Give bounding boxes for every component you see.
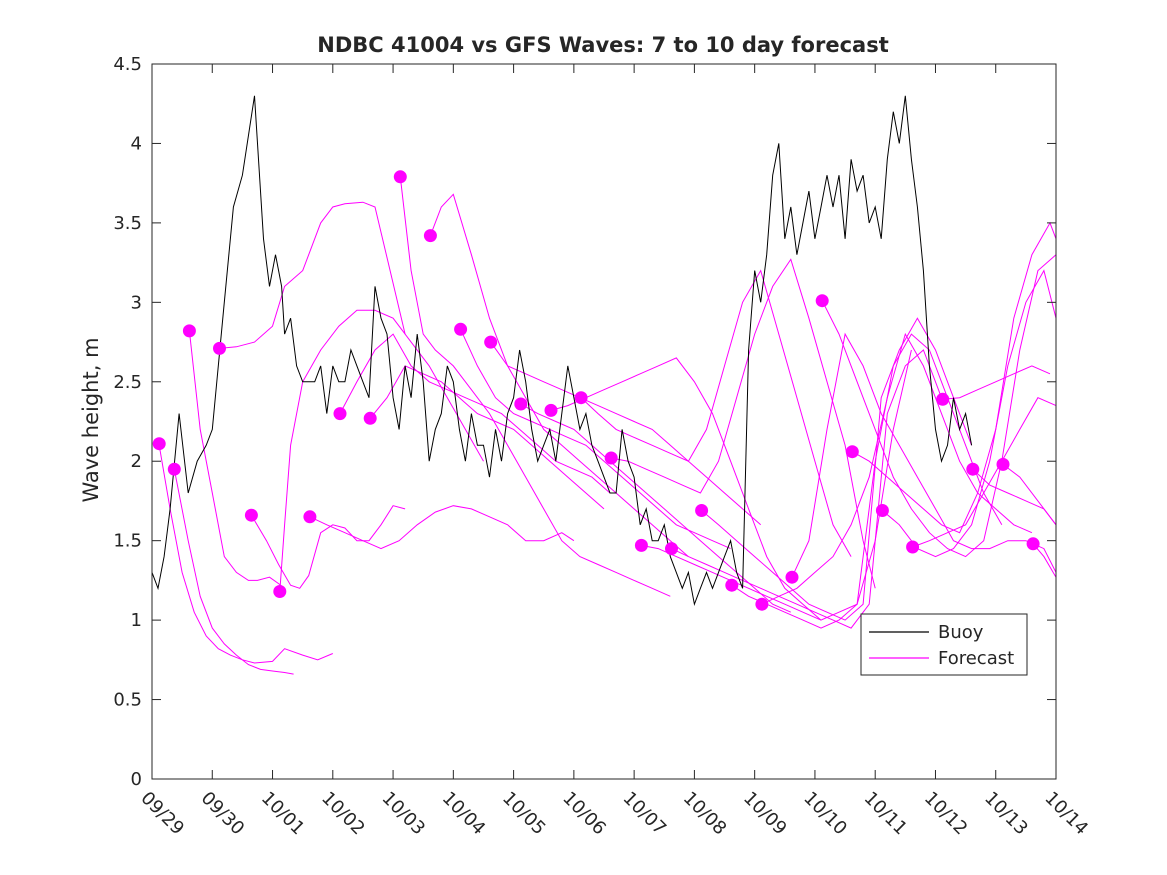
x-tick-label: 10/05 <box>498 788 550 840</box>
forecast-line-2 <box>188 330 285 589</box>
forecast-line-18 <box>671 349 942 629</box>
x-tick-label: 10/12 <box>920 788 972 840</box>
forecast-line-19 <box>701 317 973 621</box>
forecast-line-16 <box>611 258 876 589</box>
forecast-start-marker <box>213 341 226 355</box>
forecast-start-marker <box>393 170 407 184</box>
legend-buoy-label: Buoy <box>938 622 984 643</box>
forecast-start-marker <box>996 457 1010 471</box>
x-tick-label: 10/13 <box>980 788 1032 840</box>
forecast-lines <box>158 176 1057 675</box>
y-tick-label: 3 <box>131 292 142 313</box>
x-tick-label: 10/09 <box>739 788 791 840</box>
forecast-line-4 <box>250 505 406 589</box>
y-tick-label: 2.5 <box>113 372 142 393</box>
forecast-line-27 <box>942 365 1051 400</box>
forecast-start-marker <box>152 437 166 451</box>
forecast-line-11 <box>460 329 731 550</box>
buoy-line <box>151 95 973 607</box>
forecast-line-21 <box>761 332 1033 605</box>
forecast-start-marker <box>815 294 829 308</box>
forecast-start-marker <box>785 570 799 584</box>
forecast-line-14 <box>550 357 822 621</box>
forecast-start-marker <box>454 322 468 336</box>
forecast-start-marker <box>182 324 196 338</box>
forecast-line-5 <box>279 309 484 592</box>
forecast-line-29 <box>1002 464 1057 526</box>
forecast-start-marker <box>695 504 709 517</box>
x-tick-label: 10/02 <box>317 788 369 840</box>
forecast-line-9 <box>399 176 671 597</box>
y-tick-label: 0 <box>131 769 142 790</box>
y-tick-label: 1.5 <box>113 531 142 552</box>
buoy-series-line <box>151 95 973 607</box>
forecast-start-marker <box>725 578 739 592</box>
forecast-start-marker <box>845 445 859 459</box>
forecast-line-8 <box>369 365 605 510</box>
forecast-start-marker <box>875 504 889 517</box>
y-tick-label: 0.5 <box>113 690 142 711</box>
forecast-line-1 <box>173 469 294 675</box>
forecast-start-marker <box>423 229 437 243</box>
forecast-start-marker <box>167 462 181 476</box>
forecast-start-marker <box>244 508 258 522</box>
x-tick-label: 09/30 <box>197 788 249 840</box>
x-tick-label: 10/03 <box>378 788 430 840</box>
forecast-start-marker <box>544 403 558 417</box>
y-tick-label: 4 <box>131 133 142 154</box>
forecast-start-marker <box>363 411 377 425</box>
forecast-line-12 <box>490 341 762 526</box>
x-tick-label: 09/29 <box>136 788 188 840</box>
x-tick-label: 10/01 <box>257 788 309 840</box>
legend-box <box>860 613 1028 676</box>
forecast-start-marker <box>966 462 980 476</box>
x-tick-label: 10/06 <box>558 788 610 840</box>
y-tick-label: 3.5 <box>113 213 142 234</box>
x-axis-ticks: 09/29 09/30 10/01 10/02 10/03 10/04 10/05 10/06… <box>136 64 1092 839</box>
legend-forecast-label: Forecast <box>938 648 1014 669</box>
y-axis-ticks: 0 0.5 1 1.5 2 2.5 3 3.5 4 4.5 <box>113 54 1056 790</box>
forecast-start-marker <box>273 585 287 598</box>
forecast-start-marker <box>665 542 678 556</box>
x-tick-label: 10/07 <box>619 788 671 840</box>
forecast-line-25 <box>882 269 1057 558</box>
forecast-line-24 <box>852 221 1057 534</box>
forecast-line-7 <box>339 333 611 494</box>
forecast-line-10 <box>429 193 689 557</box>
forecast-start-marker <box>604 451 618 465</box>
forecast-start-markers <box>152 170 1040 611</box>
y-tick-label: 4.5 <box>113 54 142 75</box>
forecast-line-23 <box>821 254 1057 558</box>
x-tick-label: 10/10 <box>799 788 851 840</box>
y-tick-label: 1 <box>131 610 142 631</box>
plot-area-frame <box>151 63 1057 780</box>
forecast-line-26 <box>912 397 1057 548</box>
forecast-line-13 <box>520 403 792 613</box>
forecast-start-marker <box>574 391 588 405</box>
forecast-line-22 <box>791 332 1057 578</box>
y-axis-label: Wave height, m <box>79 337 103 502</box>
forecast-start-marker <box>333 407 347 421</box>
forecast-start-marker <box>484 335 498 349</box>
x-tick-label: 10/04 <box>438 788 490 840</box>
x-tick-label: 10/11 <box>860 788 912 840</box>
forecast-line-20 <box>731 333 1003 629</box>
forecast-start-marker <box>303 510 317 524</box>
forecast-line-3 <box>219 201 406 349</box>
forecast-start-marker <box>755 597 769 611</box>
forecast-line-6 <box>309 505 575 550</box>
forecast-start-marker <box>514 397 528 411</box>
forecast-start-marker <box>936 392 950 406</box>
legend: Buoy Forecast <box>860 613 1028 676</box>
chart-title: NDBC 41004 vs GFS Waves: 7 to 10 day for… <box>317 33 888 57</box>
forecast-start-marker <box>634 538 648 552</box>
forecast-line-15 <box>580 269 852 557</box>
forecast-start-marker <box>906 540 920 554</box>
x-tick-label: 10/08 <box>679 788 731 840</box>
x-tick-label: 10/14 <box>1040 788 1092 840</box>
forecast-start-marker <box>1026 537 1040 551</box>
y-tick-label: 2 <box>131 451 142 472</box>
forecast-line-0 <box>158 445 333 664</box>
